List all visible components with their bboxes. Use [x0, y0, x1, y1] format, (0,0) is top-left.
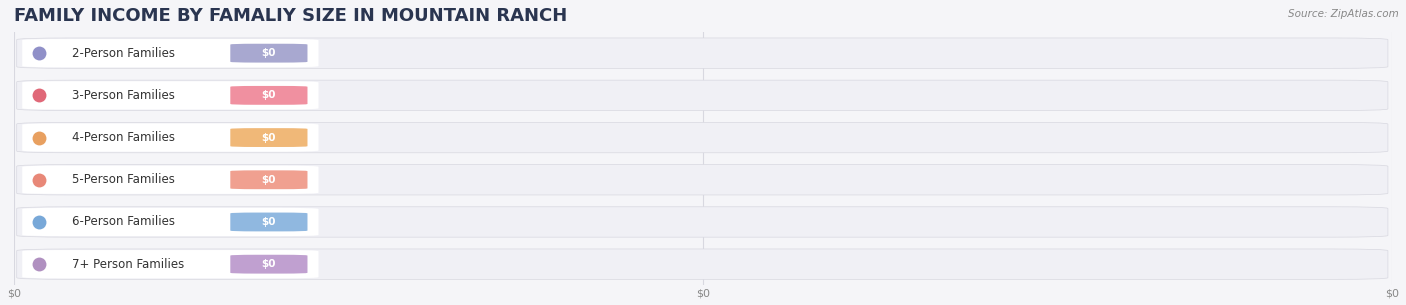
Text: $0: $0	[262, 175, 276, 185]
FancyBboxPatch shape	[231, 255, 308, 274]
Text: 3-Person Families: 3-Person Families	[72, 89, 174, 102]
Text: 6-Person Families: 6-Person Families	[72, 215, 174, 228]
Text: Source: ZipAtlas.com: Source: ZipAtlas.com	[1288, 9, 1399, 19]
FancyBboxPatch shape	[22, 81, 319, 109]
FancyBboxPatch shape	[231, 213, 308, 231]
FancyBboxPatch shape	[22, 39, 319, 67]
Text: $0: $0	[262, 48, 276, 58]
FancyBboxPatch shape	[17, 38, 1388, 68]
FancyBboxPatch shape	[231, 128, 308, 147]
Text: 2-Person Families: 2-Person Families	[72, 47, 174, 60]
FancyBboxPatch shape	[22, 166, 319, 194]
FancyBboxPatch shape	[22, 124, 319, 152]
Text: FAMILY INCOME BY FAMALIY SIZE IN MOUNTAIN RANCH: FAMILY INCOME BY FAMALIY SIZE IN MOUNTAI…	[14, 7, 567, 25]
FancyBboxPatch shape	[17, 207, 1388, 237]
Text: 4-Person Families: 4-Person Families	[72, 131, 174, 144]
FancyBboxPatch shape	[17, 80, 1388, 110]
FancyBboxPatch shape	[17, 122, 1388, 153]
FancyBboxPatch shape	[22, 250, 319, 278]
FancyBboxPatch shape	[231, 170, 308, 189]
Text: $0: $0	[262, 217, 276, 227]
FancyBboxPatch shape	[231, 44, 308, 63]
Text: $0: $0	[262, 90, 276, 100]
FancyBboxPatch shape	[22, 208, 319, 236]
Text: 7+ Person Families: 7+ Person Families	[72, 258, 184, 271]
FancyBboxPatch shape	[17, 165, 1388, 195]
Text: $0: $0	[262, 133, 276, 142]
Text: $0: $0	[262, 259, 276, 269]
Text: 5-Person Families: 5-Person Families	[72, 173, 174, 186]
FancyBboxPatch shape	[17, 249, 1388, 279]
FancyBboxPatch shape	[231, 86, 308, 105]
